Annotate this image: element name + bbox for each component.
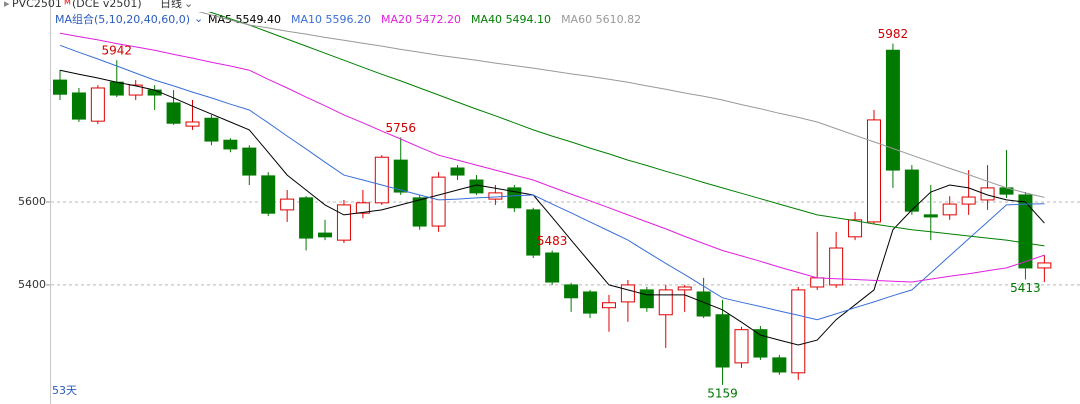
candle-body (545, 252, 560, 283)
candle-body (526, 209, 541, 256)
candle-body (564, 284, 579, 299)
legend-name: MA5 (208, 13, 232, 26)
legend-value: 5596.20 (326, 13, 372, 26)
legend-name: MA60 (561, 13, 592, 26)
candle-body (885, 49, 900, 171)
candle-body (280, 198, 295, 211)
candle-body (583, 291, 598, 314)
candle-body (109, 81, 124, 96)
candle-body (318, 232, 333, 238)
extreme-label: 5982 (878, 27, 909, 41)
candle-body (639, 289, 654, 309)
candles (53, 43, 1052, 385)
days-label: 53天 (52, 384, 77, 397)
candle-body (185, 121, 200, 127)
legend-entry: MA20 5472.20 (381, 13, 461, 26)
candle-body (90, 87, 105, 122)
legend-entry: MA40 5494.10 (471, 13, 551, 26)
candle-body (204, 117, 219, 142)
ma-line (198, 12, 1045, 198)
header-arrow: ▸ (4, 0, 10, 10)
ma-line (59, 44, 1045, 321)
candle-body (715, 314, 730, 368)
legend-entry: MA10 5596.20 (291, 13, 371, 26)
ma-line (59, 32, 1045, 283)
dropdown-icon[interactable]: ⌄ (184, 0, 193, 10)
candle-body (829, 247, 844, 286)
title: PVC2501 (12, 0, 62, 10)
candle-body (147, 89, 162, 96)
legend-name: MA10 (291, 13, 322, 26)
ma-line (59, 69, 1045, 346)
ma-label[interactable]: MA组合(5,10,20,40,60,0) (55, 12, 190, 26)
candle-body (677, 286, 692, 291)
subtitle: (DCE v2501) (72, 0, 142, 10)
candle-body (128, 84, 143, 96)
y-tick-label: 5400 (18, 278, 46, 291)
candle-body (71, 92, 86, 120)
title-sup: M (64, 0, 71, 7)
candle-body (223, 139, 238, 150)
extreme-label: 5942 (102, 44, 133, 58)
legend-entry: MA5 5549.40 (208, 13, 281, 26)
candle-body (658, 289, 673, 316)
candle-body (734, 329, 749, 364)
legend-value: 5549.40 (236, 13, 282, 26)
candle-body (1037, 262, 1052, 269)
candle-body (791, 289, 806, 374)
extreme-label: 5756 (385, 121, 416, 135)
candle-body (374, 156, 389, 204)
candle-body (866, 119, 881, 223)
legend-value: 5472.20 (416, 13, 462, 26)
legend-entry: MA60 5610.82 (561, 13, 641, 26)
candle-body (393, 159, 408, 193)
candle-body (299, 197, 314, 239)
candle-body (507, 187, 522, 209)
extreme-label: 5159 (707, 386, 738, 400)
y-tick-label: 5600 (18, 195, 46, 208)
extreme-label: 5413 (1010, 281, 1041, 295)
candle-body (53, 79, 67, 95)
candle-body (450, 167, 465, 176)
candle-body (810, 277, 825, 288)
candle-body (923, 214, 938, 218)
candle-body (1018, 194, 1033, 269)
candle-body (412, 197, 427, 227)
candle-body (261, 175, 276, 214)
extreme-label: 5483 (537, 234, 568, 248)
moving-averages (59, 12, 1045, 346)
candle-body (772, 357, 787, 373)
candle-body (753, 329, 768, 358)
candle-body (980, 187, 995, 201)
legend-value: 5494.10 (506, 13, 552, 26)
legend-name: MA40 (471, 13, 502, 26)
candle-body (942, 203, 957, 216)
candle-body (488, 192, 503, 200)
dropdown-icon[interactable]: ⌄ (194, 12, 203, 25)
candle-body (431, 176, 446, 227)
candle-body (696, 291, 711, 317)
candle-body (166, 102, 181, 124)
candle-body (355, 202, 370, 214)
candle-body (848, 219, 863, 238)
legend-name: MA20 (381, 13, 412, 26)
header: ▸ PVC2501 M (DCE v2501) 日线 ⌄ MA组合(5,10,2… (4, 0, 203, 26)
candle-body (242, 147, 257, 176)
candle-body (961, 196, 976, 205)
candle-body (904, 169, 919, 212)
legend-value: 5610.82 (596, 13, 642, 26)
candle-body (620, 284, 635, 303)
period: 日线 (160, 0, 182, 10)
candle-body (601, 302, 616, 309)
candle-body (336, 204, 351, 241)
ma-line (208, 12, 1045, 247)
